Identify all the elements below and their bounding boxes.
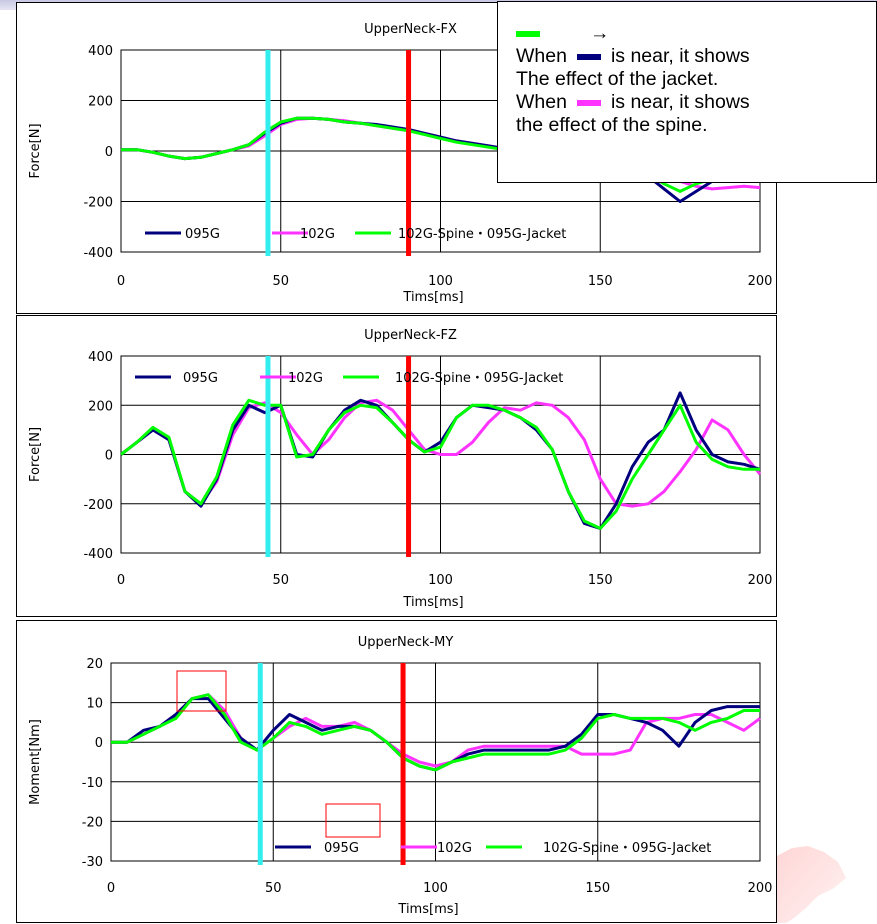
note-when-2: When [516,91,567,113]
chart-panel-my: UpperNeck-MY 20 10 0 -10 -20 -30 0 50 100 150 200 Ti… [16,620,777,923]
legend-label: 095G [324,841,359,856]
series-line-mix [111,693,760,772]
note-near-2: is near, it shows [610,91,750,113]
y-tick-label: 0 [105,449,113,464]
x-tick-label: 200 [748,274,773,289]
x-tick-label: 200 [748,573,773,588]
x-tick-label: 50 [265,881,282,896]
y-tick-label: -30 [82,855,103,870]
x-axis-label: Tims[ms] [402,290,463,305]
x-axis-label: Tims[ms] [397,902,458,917]
highlight-box [176,670,227,712]
y-tick-label: 400 [88,350,113,365]
magenta-swatch [576,99,601,106]
y-tick-label: -200 [83,196,113,211]
note-row-4: When is near, it shows [516,91,876,114]
chart-title: UpperNeck-FZ [364,328,457,343]
legend-label: 102G-Spine・095G-Jacket [395,371,563,386]
legend-label: 095G [185,227,220,242]
y-tick-label: 200 [88,399,113,414]
y-tick-label: -400 [83,547,113,562]
y-tick-label: -20 [82,815,103,830]
note-row-5: the effect of the spine. [516,114,708,136]
x-tick-label: 0 [107,881,115,896]
x-tick-label: 0 [117,274,125,289]
legend-label: 102G [437,841,472,856]
x-tick-label: 100 [428,274,453,289]
legend-label: 102G [300,227,335,242]
legend-label: 102G-Spine・095G-Jacket [543,841,711,856]
y-tick-label: 0 [105,145,113,160]
x-tick-label: 0 [117,573,125,588]
note-row-1: → [516,22,876,45]
series-line-mix [120,398,760,530]
y-tick-label: 0 [95,736,103,751]
y-tick-label: 10 [86,697,103,712]
y-axis-label: Force[N] [28,427,43,482]
legend-label: 095G [183,371,218,386]
x-tick-label: 150 [588,573,613,588]
highlight-box [325,803,381,838]
note-row-3: The effect of the jacket. [516,68,719,90]
y-tick-label: -400 [83,246,113,261]
x-tick-label: 100 [423,881,448,896]
y-tick-label: -200 [83,498,113,513]
explanation-note: → When is near, it shows The effect of th… [497,1,877,183]
navy-swatch [576,53,601,60]
y-tick-label: 20 [86,657,103,672]
x-axis-label: Tims[ms] [402,595,463,610]
note-when-1: When [516,45,567,67]
series-line-102g [111,693,761,768]
chart-title: UpperNeck-FX [364,22,457,37]
x-tick-label: 100 [428,573,453,588]
x-tick-label: 150 [588,274,613,289]
arrow-icon: → [590,22,610,44]
x-tick-label: 50 [272,573,289,588]
legend-label: 102G [288,371,323,386]
chart-panel-fz: UpperNeck-FZ 400 200 0 -200 -400 0 50 100 150 200 T… [16,315,777,617]
legend-label: 102G-Spine・095G-Jacket [398,227,566,242]
x-tick-label: 150 [585,881,610,896]
x-tick-label: 50 [272,274,289,289]
plot-area [110,662,761,862]
y-tick-label: 400 [88,44,113,59]
x-tick-label: 200 [748,881,773,896]
green-swatch [516,30,540,37]
y-axis-label: Force[N] [28,123,43,178]
y-tick-label: -10 [82,776,103,791]
y-tick-label: 200 [88,95,113,110]
chart-title: UpperNeck-MY [358,635,454,650]
chart-fz-svg: UpperNeck-FZ 400 200 0 -200 -400 0 50 100 150 200 T… [28,328,773,610]
note-near-1: is near, it shows [610,45,750,67]
note-row-2: When is near, it shows [516,45,876,68]
y-axis-label: Moment[Nm] [28,719,43,805]
